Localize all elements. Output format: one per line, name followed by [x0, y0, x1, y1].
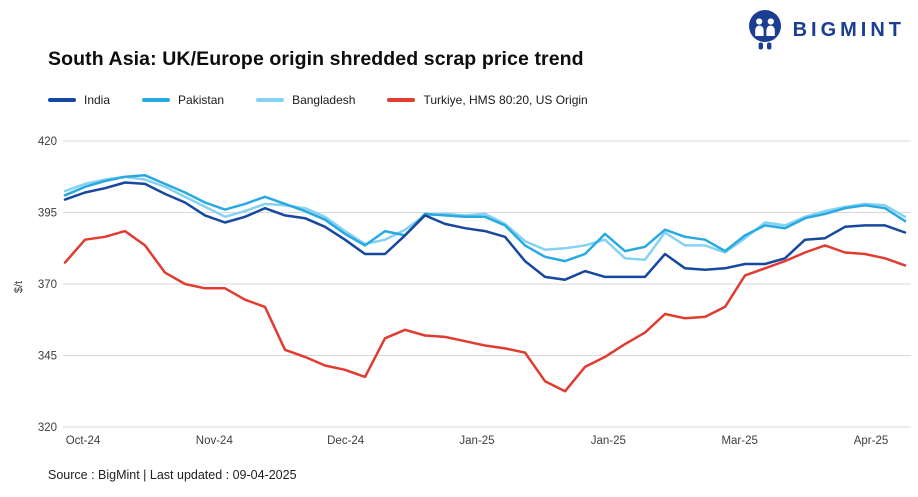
legend-label: Turkiye, HMS 80:20, US Origin	[423, 93, 588, 107]
legend-swatch	[387, 98, 416, 102]
bigmint-logo-icon	[748, 10, 781, 50]
series-line-turkiye	[63, 229, 907, 393]
bigmint-logo-text: BIGMINT	[792, 18, 905, 41]
legend-label: India	[84, 93, 111, 107]
legend-item-turkiye[interactable]: Turkiye, HMS 80:20, US Origin	[387, 93, 588, 107]
x-tick-label: Nov-24	[196, 435, 234, 447]
y-axis-unit-label: $/t	[13, 281, 25, 293]
y-tick-label: 320	[38, 422, 57, 434]
chart-legend: India Pakistan Bangladesh Turkiye, HMS 80:2…	[48, 93, 588, 107]
y-tick-label: 420	[38, 136, 57, 148]
x-tick-label: Jan-25	[459, 435, 494, 447]
series-line-bangladesh	[63, 175, 907, 261]
legend-swatch	[48, 98, 76, 102]
legend-item-india[interactable]: India	[48, 93, 110, 107]
legend-swatch	[256, 98, 285, 102]
source-note: Source : BigMint | Last updated : 09-04-…	[48, 468, 297, 482]
y-tick-label: 370	[38, 279, 57, 291]
legend-item-pakistan[interactable]: Pakistan	[142, 93, 224, 107]
series-line-pakistan	[63, 174, 907, 263]
legend-swatch	[142, 98, 171, 102]
y-tick-label: 395	[38, 208, 57, 220]
bigmint-logo: BIGMINT	[746, 9, 905, 51]
chart-title: South Asia: UK/Europe origin shredded sc…	[48, 48, 584, 70]
x-tick-label: Jan-25	[591, 435, 626, 447]
x-tick-label: Mar-25	[721, 435, 757, 447]
series-line-india	[63, 181, 907, 281]
legend-label: Bangladesh	[292, 93, 356, 107]
x-tick-label: Apr-25	[854, 435, 889, 447]
x-tick-label: Dec-24	[327, 435, 365, 447]
y-tick-label: 345	[38, 351, 57, 363]
x-tick-label: Oct-24	[66, 435, 101, 447]
legend-label: Pakistan	[178, 93, 225, 107]
legend-item-bangladesh[interactable]: Bangladesh	[256, 93, 355, 107]
